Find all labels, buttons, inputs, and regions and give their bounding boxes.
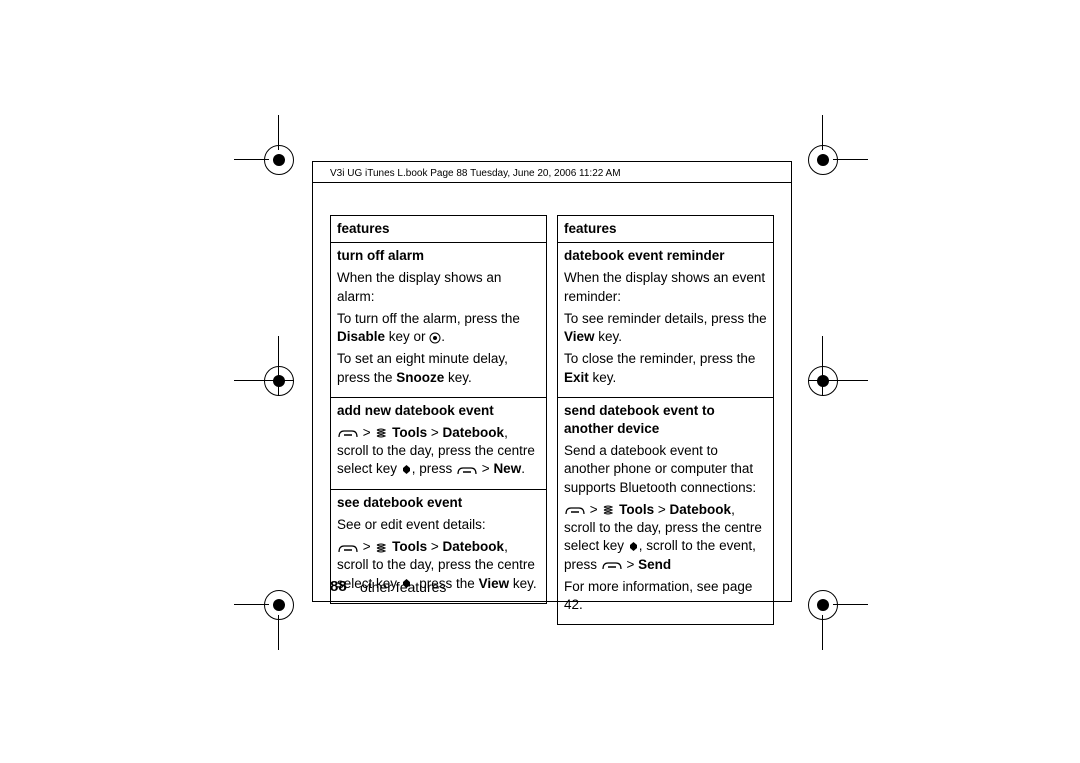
section-title: send datebook event to another device [558, 397, 773, 440]
section-title: add new datebook event [331, 397, 546, 422]
section-title: datebook event reminder [558, 243, 773, 267]
section-body: When the display shows an event reminder… [558, 267, 773, 396]
section-body: When the display shows an alarm: To turn … [331, 267, 546, 396]
body-line: When the display shows an event reminder… [564, 269, 767, 305]
right-features-box: features datebook event reminderWhen the… [557, 215, 774, 625]
left-features-box: features turn off alarmWhen the display … [330, 215, 547, 604]
body-line: > Tools > Datebook, scroll to the day, p… [564, 501, 767, 574]
crop-mark-icon [264, 366, 294, 396]
crop-mark-icon [808, 366, 838, 396]
body-line: See or edit event details: [337, 516, 540, 534]
section-title: see datebook event [331, 489, 546, 514]
crop-mark-icon [264, 145, 294, 175]
page-number: 88 [330, 578, 347, 595]
section-body: Send a datebook event to another phone o… [558, 440, 773, 624]
section-body: > Tools > Datebook, scroll to the day, p… [331, 422, 546, 489]
body-line: To turn off the alarm, press the Disable… [337, 310, 540, 346]
header-text: V3i UG iTunes L.book Page 88 Tuesday, Ju… [330, 168, 621, 179]
body-line: For more information, see page 42. [564, 578, 767, 614]
crop-mark-icon [808, 590, 838, 620]
body-line: Send a datebook event to another phone o… [564, 442, 767, 497]
features-header-right: features [558, 216, 773, 243]
page-label: other features [360, 579, 446, 595]
body-line: To close the reminder, press the Exit ke… [564, 350, 767, 386]
body-line: To see reminder details, press the View … [564, 310, 767, 346]
features-header-left: features [331, 216, 546, 243]
crop-mark-icon [264, 590, 294, 620]
header-rule [312, 182, 792, 183]
body-line: When the display shows an alarm: [337, 269, 540, 305]
crop-mark-icon [808, 145, 838, 175]
body-line: > Tools > Datebook, scroll to the day, p… [337, 424, 540, 479]
section-title: turn off alarm [331, 243, 546, 267]
body-line: To set an eight minute delay, press the … [337, 350, 540, 386]
